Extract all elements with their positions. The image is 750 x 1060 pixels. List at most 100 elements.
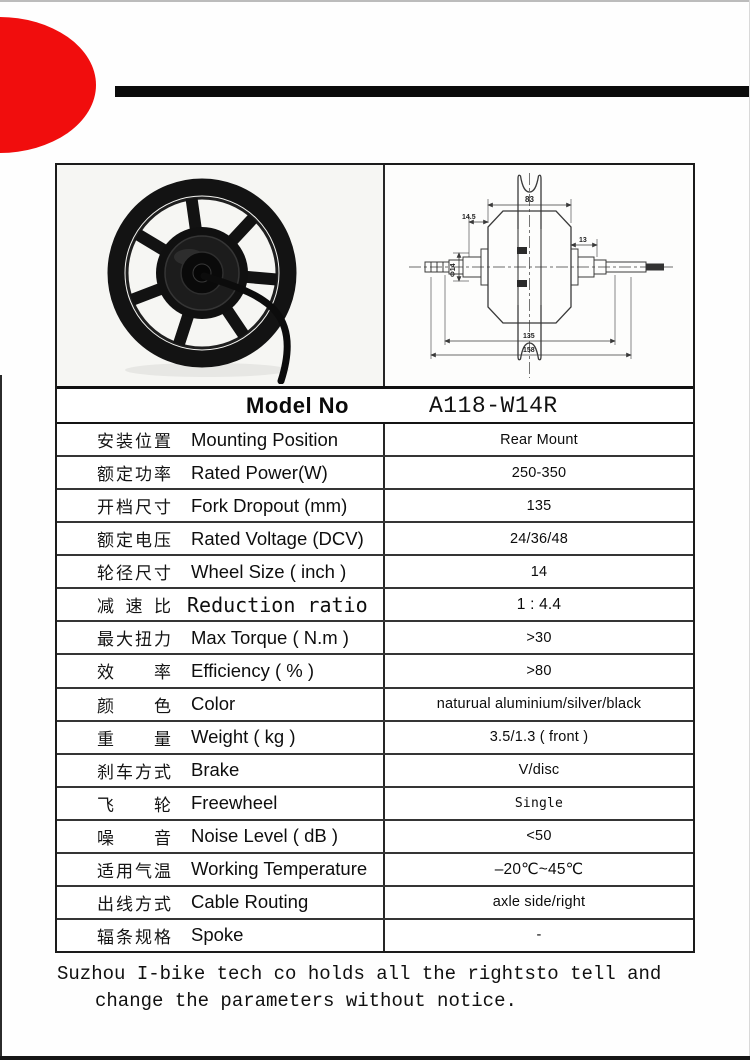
footer-line-1: Suzhou I-bike tech co holds all the righ… <box>57 963 662 985</box>
page-edge-top <box>0 0 750 2</box>
spec-value: V/disc <box>518 762 560 779</box>
motor-cable <box>200 272 291 385</box>
spec-label-en: Rated Power(W) <box>191 461 328 483</box>
hub-motor-dimension-drawing: 83 14.5 13 Φ <box>409 173 675 378</box>
spec-value: –20℃~45℃ <box>494 860 584 878</box>
spec-label-en: Cable Routing <box>191 891 309 913</box>
spec-label-en: Max Torque ( N.m ) <box>191 626 349 648</box>
spec-row-wheel-size: 轮径尺寸 Wheel Size ( inch ) 14 <box>57 556 693 590</box>
spec-label-cn: 颜 色 <box>97 696 171 716</box>
product-image-row: 83 14.5 13 Φ <box>57 165 693 389</box>
footer-line-2: change the parameters without notice. <box>95 990 517 1012</box>
red-ellipse-decoration <box>0 17 96 153</box>
rim-profile-top <box>517 174 542 229</box>
page-edge-bottom <box>0 1056 750 1060</box>
model-no-label: Model No <box>246 392 349 418</box>
spec-row-weight: 重 量 Weight ( kg ) 3.5/1.3 ( front ) <box>57 721 693 755</box>
header-rule-bar <box>115 86 749 97</box>
spec-value: >80 <box>526 662 552 679</box>
dim-overall-width: 158 <box>430 277 632 359</box>
drawing-panel: 83 14.5 13 Φ <box>385 165 693 386</box>
spec-label-en: Working Temperature <box>191 858 368 880</box>
wheel-shadow <box>125 363 289 377</box>
footer-disclaimer: Suzhou I-bike tech co holds all the righ… <box>57 961 717 1015</box>
spec-value: 14 <box>530 563 548 580</box>
photo-panel <box>57 165 385 386</box>
spec-label-en: Spoke <box>191 924 244 946</box>
spec-label-cn: 额定功率 <box>97 465 171 485</box>
spec-value: 1 : 4.4 <box>516 595 562 613</box>
spec-label-cn: 辐条规格 <box>97 927 171 947</box>
spec-row-cable-routing: 出线方式 Cable Routing axle side/right <box>57 886 693 920</box>
spec-row-rated-voltage: 额定电压 Rated Voltage (DCV) 24/36/48 <box>57 523 693 557</box>
spec-label-cn: 刹车方式 <box>97 762 171 782</box>
spec-label-cn: 噪 音 <box>97 828 171 848</box>
spec-label-en: Reduction ratio <box>187 592 368 617</box>
spec-row-noise-level: 噪 音 Noise Level ( dB ) <50 <box>57 820 693 854</box>
left-axle <box>424 256 482 278</box>
dim-top-width: 83 <box>487 195 572 223</box>
spec-label-cn: 出线方式 <box>97 894 171 914</box>
spec-value: 250-350 <box>511 464 567 481</box>
spec-label-en: Color <box>191 693 236 715</box>
wheel <box>107 178 297 368</box>
dim-label-dropout: 135 <box>523 333 535 340</box>
spec-label-en: Noise Level ( dB ) <box>191 825 339 847</box>
spec-label-en: Weight ( kg ) <box>191 726 296 748</box>
spec-label-cn: 最大扭力 <box>97 630 171 650</box>
spec-label-cn: 飞 轮 <box>97 795 171 815</box>
spec-row-mounting-position: 安装位置 Mounting Position Rear Mount <box>57 424 693 458</box>
spec-label-cn: 额定电压 <box>97 531 171 551</box>
spec-label-en: Mounting Position <box>191 428 339 450</box>
page-edge-left <box>0 375 2 1060</box>
spoke-nipple-upper <box>517 247 527 254</box>
spec-label-en: Rated Voltage (DCV) <box>191 527 364 549</box>
dim-left-offset: 14.5 <box>462 214 489 257</box>
hub-motor-wheel-photo <box>107 178 297 385</box>
spec-row-spoke: 辐条规格 Spoke - <box>57 919 693 951</box>
right-axle <box>577 256 664 278</box>
spec-label-cn: 适用气温 <box>97 861 171 881</box>
spec-value: <50 <box>526 828 552 845</box>
spec-row-working-temperature: 适用气温 Working Temperature –20℃~45℃ <box>57 853 693 887</box>
spec-row-rated-power: 额定功率 Rated Power(W) 250-350 <box>57 457 693 491</box>
spec-label-en: Brake <box>191 759 240 781</box>
spec-value: Single <box>514 795 564 811</box>
dim-axle-diameter: Φ14 <box>450 252 469 282</box>
spec-row-freewheel: 飞 轮 Freewheel Single <box>57 787 693 821</box>
spec-label-en: Fork Dropout (mm) <box>191 494 348 516</box>
spec-value: >30 <box>526 629 552 646</box>
spec-row-reduction-ratio: 减速比 Reduction ratio 1 : 4.4 <box>57 589 693 623</box>
dim-right-offset: 13 <box>570 237 598 257</box>
spec-label-cn: 轮径尺寸 <box>97 564 171 584</box>
spec-row-brake: 刹车方式 Brake V/disc <box>57 754 693 788</box>
spec-label-cn: 开档尺寸 <box>97 498 171 518</box>
model-row: Model No A118-W14R <box>57 389 693 424</box>
hub-motor-face-ring <box>164 235 240 311</box>
spec-row-max-torque: 最大扭力 Max Torque ( N.m ) >30 <box>57 622 693 656</box>
spec-row-fork-dropout: 开档尺寸 Fork Dropout (mm) 135 <box>57 490 693 524</box>
spec-label-cn: 重 量 <box>97 729 171 749</box>
dim-label-axle: Φ14 <box>450 263 457 277</box>
dim-label-overall: 158 <box>523 347 535 354</box>
spec-label-en: Freewheel <box>191 792 278 814</box>
spec-value: axle side/right <box>492 894 586 911</box>
spec-value: 135 <box>526 497 552 514</box>
spec-label-cn: 安装位置 <box>97 432 171 452</box>
spoke-nipple-lower <box>517 280 527 287</box>
spec-row-efficiency: 效 率 Efficiency ( % ) >80 <box>57 655 693 689</box>
spec-row-color: 颜 色 Color naturual aluminium/silver/black <box>57 688 693 722</box>
spec-value: Rear Mount <box>500 431 578 448</box>
spec-label-cn: 减速比 <box>97 597 171 617</box>
spec-table: 83 14.5 13 Φ <box>55 163 695 953</box>
spec-value: 3.5/1.3 ( front ) <box>489 729 589 746</box>
spec-value: naturual aluminium/silver/black <box>436 696 642 713</box>
rim-edge <box>125 196 279 350</box>
dim-dropout-width: 135 <box>444 275 616 345</box>
model-no-value: A118-W14R <box>429 392 558 419</box>
dim-label-top: 83 <box>525 195 534 204</box>
dim-label-left: 14.5 <box>462 214 476 221</box>
spec-label-en: Wheel Size ( inch ) <box>191 560 347 582</box>
spec-label-en: Efficiency ( % ) <box>191 659 315 681</box>
spec-value: - <box>536 927 542 944</box>
